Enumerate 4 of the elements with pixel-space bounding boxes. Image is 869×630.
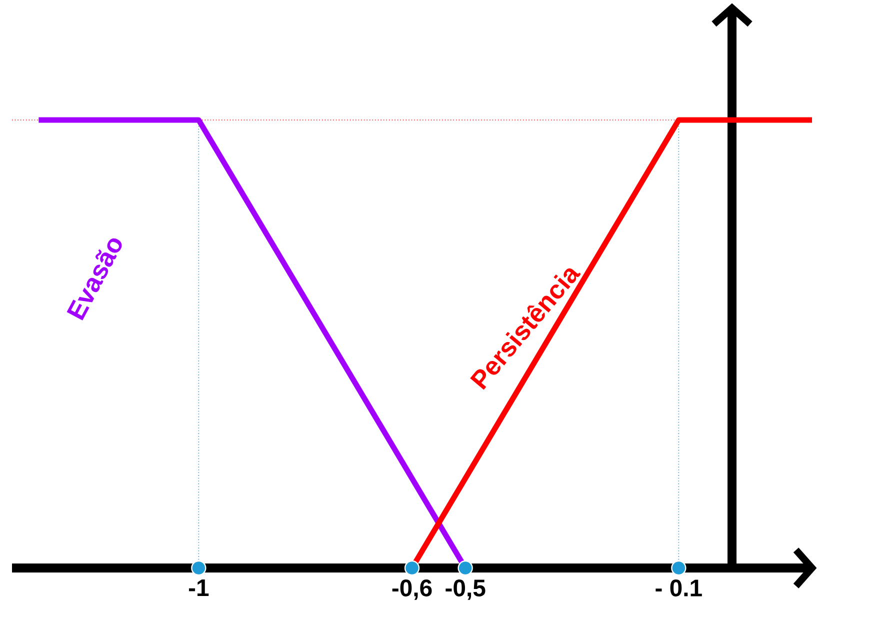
x-tick-label: -0,5 [446, 580, 486, 600]
x-tick-label: -1 [188, 580, 209, 596]
x-tick-label: - 0.1 [656, 580, 702, 596]
x-tick-label: -0,6 [392, 580, 432, 600]
